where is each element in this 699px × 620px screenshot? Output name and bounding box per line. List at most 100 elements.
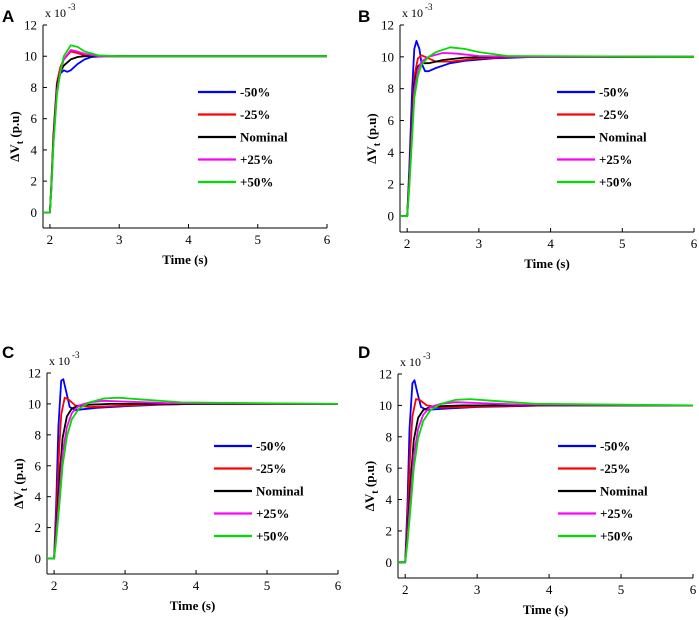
legend-label: +50% bbox=[600, 529, 633, 544]
series-line-2 bbox=[400, 55, 694, 218]
y-axis-label-subscript: t bbox=[15, 140, 26, 144]
y-multiplier-exponent: -3 bbox=[425, 2, 433, 12]
y-tick-label: 6 bbox=[31, 111, 38, 126]
x-tick-label: 6 bbox=[335, 578, 342, 593]
x-tick-label: 4 bbox=[547, 236, 554, 251]
series-line-1 bbox=[47, 396, 338, 560]
y-tick-label: 8 bbox=[386, 429, 393, 444]
y-axis-label-main: ΔV bbox=[362, 493, 377, 511]
legend-label: Nominal bbox=[599, 130, 647, 145]
legend-label: Nominal bbox=[256, 484, 304, 499]
y-tick-label: 0 bbox=[35, 551, 42, 566]
y-tick-label: 12 bbox=[379, 367, 392, 382]
series-line-3 bbox=[400, 52, 694, 218]
y-tick-label: 0 bbox=[31, 205, 38, 220]
x-tick-label: 6 bbox=[690, 582, 697, 597]
x-tick-label: 3 bbox=[122, 578, 129, 593]
x-axis-label: Time (s) bbox=[523, 602, 569, 617]
y-tick-label: 12 bbox=[24, 18, 37, 33]
series-line-4 bbox=[47, 396, 339, 560]
y-tick-label: 2 bbox=[35, 520, 42, 535]
y-axis-label: ΔVt (p.u) bbox=[362, 461, 381, 512]
y-multiplier: x 10 bbox=[45, 6, 66, 20]
legend-label: -25% bbox=[600, 461, 630, 476]
legend-label: -25% bbox=[256, 461, 286, 476]
legend: -50% -25% Nominal +25% +50% bbox=[558, 439, 648, 544]
legend-label: Nominal bbox=[600, 484, 648, 499]
x-tick-label: 3 bbox=[474, 582, 481, 597]
panel-letter: B bbox=[358, 7, 370, 26]
y-multiplier: x 10 bbox=[400, 355, 421, 369]
legend-label: +25% bbox=[600, 506, 633, 521]
y-axis-label-unit: (p.u) bbox=[7, 111, 22, 141]
legend-label: -50% bbox=[256, 439, 286, 454]
legend-label: +25% bbox=[256, 506, 289, 521]
legend-label: Nominal bbox=[240, 130, 288, 145]
legend-label: -50% bbox=[600, 439, 630, 454]
x-tick-label: 3 bbox=[476, 236, 483, 251]
x-axis-label: Time (s) bbox=[162, 252, 208, 267]
y-tick-label: 0 bbox=[388, 209, 395, 224]
legend: -50% -25% Nominal +25% +50% bbox=[557, 85, 647, 190]
y-tick-label: 2 bbox=[31, 174, 38, 189]
x-tick-label: 5 bbox=[264, 578, 271, 593]
series-line-4 bbox=[398, 398, 694, 564]
panel-letter: D bbox=[358, 343, 370, 362]
legend: -50% -25% Nominal +25% +50% bbox=[214, 439, 304, 544]
y-axis-label-unit: (p.u) bbox=[11, 458, 26, 488]
y-tick-label: 2 bbox=[388, 177, 395, 192]
y-multiplier: x 10 bbox=[49, 354, 70, 368]
y-tick-label: 4 bbox=[31, 142, 38, 157]
panel-letter: C bbox=[2, 343, 14, 362]
series-line-4 bbox=[400, 46, 695, 218]
legend-label: +25% bbox=[599, 152, 632, 167]
series-line-3 bbox=[47, 399, 339, 560]
y-multiplier-exponent: -3 bbox=[72, 350, 80, 360]
x-tick-label: 5 bbox=[618, 582, 625, 597]
y-axis-label-subscript: t bbox=[370, 490, 381, 494]
series-lines bbox=[398, 379, 694, 564]
y-tick-label: 6 bbox=[388, 113, 395, 128]
series-lines bbox=[400, 40, 695, 218]
y-axis-label: ΔVt (p.u) bbox=[364, 113, 383, 164]
x-tick-label: 5 bbox=[619, 236, 626, 251]
y-multiplier-exponent: -3 bbox=[68, 2, 76, 12]
series-lines bbox=[43, 44, 327, 214]
y-tick-label: 10 bbox=[24, 49, 37, 64]
series-line-4 bbox=[43, 44, 327, 214]
x-tick-label: 6 bbox=[324, 232, 331, 247]
panel-letter: A bbox=[2, 7, 14, 26]
series-line-3 bbox=[398, 401, 694, 564]
legend-label: -25% bbox=[599, 107, 629, 122]
y-multiplier: x 10 bbox=[402, 6, 423, 20]
legend-label: -50% bbox=[240, 85, 270, 100]
y-tick-label: 8 bbox=[388, 81, 395, 96]
y-tick-label: 2 bbox=[386, 523, 393, 538]
y-axis-label-unit: (p.u) bbox=[362, 461, 377, 491]
series-line-2 bbox=[47, 402, 338, 560]
y-tick-label: 10 bbox=[381, 49, 394, 64]
y-axis-label-unit: (p.u) bbox=[364, 113, 379, 143]
legend-label: -50% bbox=[599, 85, 629, 100]
y-tick-label: 8 bbox=[31, 80, 38, 95]
x-axis-label: Time (s) bbox=[170, 598, 216, 613]
legend-label: +50% bbox=[240, 175, 273, 190]
y-tick-label: 4 bbox=[388, 145, 395, 160]
y-tick-label: 4 bbox=[35, 489, 42, 504]
y-axis-label: ΔVt (p.u) bbox=[11, 458, 30, 509]
y-axis-label-main: ΔV bbox=[7, 144, 22, 162]
series-line-2 bbox=[398, 404, 693, 564]
x-tick-label: 2 bbox=[51, 578, 58, 593]
y-axis-label-subscript: t bbox=[372, 142, 383, 146]
x-tick-label: 4 bbox=[185, 232, 192, 247]
x-tick-label: 6 bbox=[691, 236, 698, 251]
y-tick-label: 10 bbox=[28, 396, 41, 411]
y-axis-label-main: ΔV bbox=[11, 491, 26, 509]
legend-label: +50% bbox=[599, 175, 632, 190]
y-tick-label: 12 bbox=[28, 366, 41, 381]
x-tick-label: 2 bbox=[404, 236, 411, 251]
